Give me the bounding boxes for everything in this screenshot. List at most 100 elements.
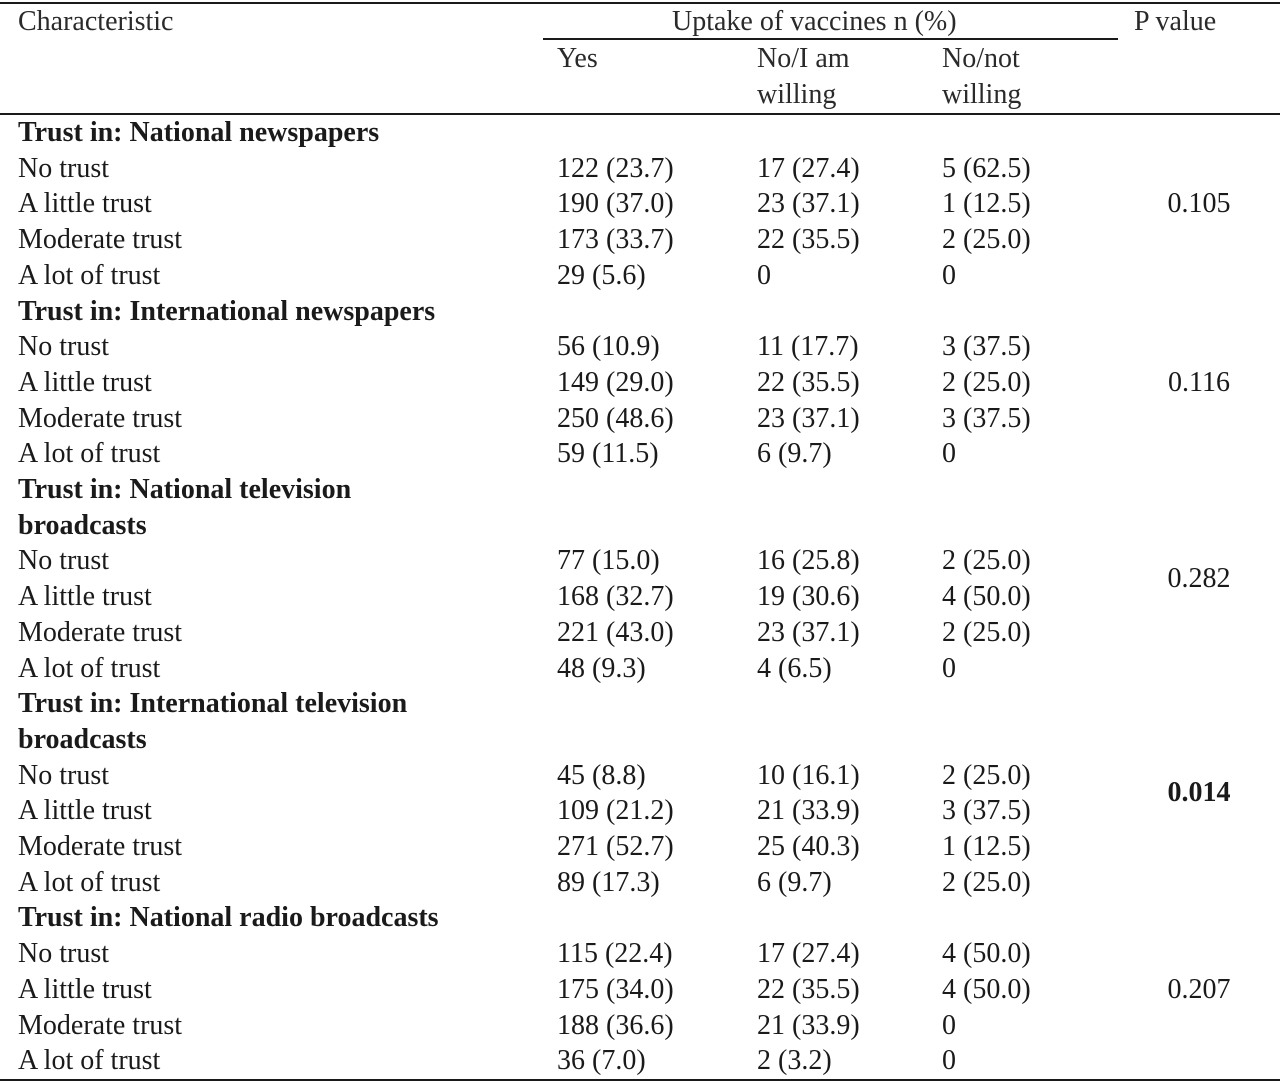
cell-yes: 77 (15.0) — [557, 545, 660, 577]
cell-no-not-willing: 0 — [942, 1009, 956, 1041]
cell-yes: 59 (11.5) — [557, 438, 659, 470]
row-label: No trust — [18, 331, 109, 363]
row-label: No trust — [18, 545, 109, 577]
cell-yes: 48 (9.3) — [557, 652, 646, 684]
p-value: 0.207 — [1167, 973, 1231, 1005]
cell-yes: 89 (17.3) — [557, 866, 660, 898]
cell-no-not-willing: 4 (50.0) — [942, 581, 1031, 613]
cell-no-willing: 6 (9.7) — [757, 438, 832, 470]
row-label: A little trust — [18, 188, 152, 220]
row-label: Moderate trust — [18, 1009, 183, 1041]
cell-no-willing: 16 (25.8) — [757, 545, 860, 577]
p-value: 0.282 — [1167, 563, 1231, 595]
cell-no-not-willing: 3 (37.5) — [942, 795, 1031, 827]
cell-no-not-willing: 0 — [942, 259, 956, 291]
cell-no-willing: 10 (16.1) — [757, 759, 860, 791]
cell-yes: 175 (34.0) — [557, 973, 674, 1005]
cell-no-willing: 23 (37.1) — [757, 188, 860, 220]
cell-yes: 29 (5.6) — [557, 259, 646, 291]
cell-no-not-willing: 2 (25.0) — [942, 759, 1031, 791]
cell-yes: 190 (37.0) — [557, 188, 674, 220]
cell-yes: 115 (22.4) — [557, 938, 673, 970]
cell-no-willing: 2 (3.2) — [757, 1045, 832, 1077]
cell-yes: 36 (7.0) — [557, 1045, 646, 1077]
table-bottom-rule — [0, 1079, 1280, 1081]
cell-no-willing: 17 (27.4) — [757, 152, 860, 184]
section-title: Trust in: National television — [18, 474, 352, 505]
row-label: Moderate trust — [18, 616, 183, 648]
cell-no-not-willing: 2 (25.0) — [942, 545, 1031, 577]
cell-no-not-willing: 2 (25.0) — [942, 224, 1031, 256]
cell-yes: 56 (10.9) — [557, 331, 660, 363]
cell-no-willing: 4 (6.5) — [757, 652, 832, 684]
cell-no-willing: 25 (40.3) — [757, 831, 860, 862]
cell-yes: 271 (52.7) — [557, 831, 674, 862]
header-no-not-willing-line1: No/not — [942, 43, 1020, 74]
section-title: Trust in: National newspapers — [18, 117, 380, 148]
cell-yes: 122 (23.7) — [557, 152, 674, 184]
section-title: Trust in: National radio broadcasts — [18, 902, 439, 934]
cell-no-not-willing: 0 — [942, 652, 956, 684]
cell-no-willing: 21 (33.9) — [757, 795, 860, 827]
cell-no-willing: 22 (35.5) — [757, 224, 860, 256]
row-label: Moderate trust — [18, 831, 183, 862]
header-no-willing-line1: No/I am — [757, 43, 850, 74]
row-label: Moderate trust — [18, 402, 183, 434]
cell-no-not-willing: 0 — [942, 438, 956, 470]
header-no-willing-line2: willing — [757, 79, 837, 110]
table-top-rule — [0, 2, 1280, 4]
cell-no-not-willing: 2 (25.0) — [942, 616, 1031, 648]
row-label: A lot of trust — [18, 438, 161, 470]
row-label: A little trust — [18, 973, 152, 1005]
row-label: No trust — [18, 938, 109, 970]
header-uptake: Uptake of vaccines n (%) — [672, 6, 957, 37]
cell-no-willing: 6 (9.7) — [757, 866, 832, 898]
cell-yes: 250 (48.6) — [557, 402, 674, 434]
row-label: A lot of trust — [18, 866, 161, 898]
header-yes: Yes — [557, 43, 598, 74]
cell-no-willing: 23 (37.1) — [757, 402, 860, 434]
cell-yes: 173 (33.7) — [557, 224, 674, 256]
row-label: A lot of trust — [18, 259, 161, 291]
cell-no-not-willing: 4 (50.0) — [942, 973, 1031, 1005]
cell-no-not-willing: 1 (12.5) — [942, 188, 1031, 220]
section-title: broadcasts — [18, 723, 147, 755]
section-title: Trust in: International newspapers — [18, 295, 436, 327]
cell-yes: 45 (8.8) — [557, 759, 646, 791]
cell-no-willing: 23 (37.1) — [757, 616, 860, 648]
header-bottom-rule — [0, 113, 1280, 115]
section-title: Trust in: International television — [18, 688, 408, 720]
cell-no-not-willing: 3 (37.5) — [942, 331, 1031, 363]
section-title: broadcasts — [18, 509, 147, 541]
cell-no-not-willing: 3 (37.5) — [942, 402, 1031, 434]
p-value: 0.105 — [1167, 188, 1231, 220]
cell-no-not-willing: 0 — [942, 1045, 956, 1077]
cell-no-not-willing: 5 (62.5) — [942, 152, 1031, 184]
header-no-not-willing-line2: willing — [942, 79, 1022, 110]
p-value: 0.014 — [1167, 777, 1231, 809]
row-label: No trust — [18, 152, 109, 184]
cell-no-willing: 19 (30.6) — [757, 581, 860, 613]
cell-no-willing: 17 (27.4) — [757, 938, 860, 970]
header-p-value: P value — [1134, 6, 1217, 37]
cell-yes: 188 (36.6) — [557, 1009, 674, 1041]
row-label: A little trust — [18, 581, 152, 613]
row-label: A lot of trust — [18, 1045, 161, 1077]
row-label: A little trust — [18, 366, 152, 398]
row-label: A lot of trust — [18, 652, 161, 684]
p-value: 0.116 — [1168, 366, 1230, 398]
cell-no-willing: 22 (35.5) — [757, 366, 860, 398]
uptake-underline — [543, 38, 1118, 40]
header-characteristic: Characteristic — [18, 6, 174, 37]
cell-no-willing: 21 (33.9) — [757, 1009, 860, 1041]
cell-yes: 109 (21.2) — [557, 795, 674, 827]
row-label: Moderate trust — [18, 224, 183, 256]
cell-no-not-willing: 4 (50.0) — [942, 938, 1031, 970]
cell-no-willing: 22 (35.5) — [757, 973, 860, 1005]
cell-yes: 149 (29.0) — [557, 366, 674, 398]
cell-no-not-willing: 1 (12.5) — [942, 831, 1031, 862]
cell-no-willing: 0 — [757, 259, 771, 291]
cell-yes: 168 (32.7) — [557, 581, 674, 613]
cell-no-not-willing: 2 (25.0) — [942, 366, 1031, 398]
row-label: No trust — [18, 759, 109, 791]
